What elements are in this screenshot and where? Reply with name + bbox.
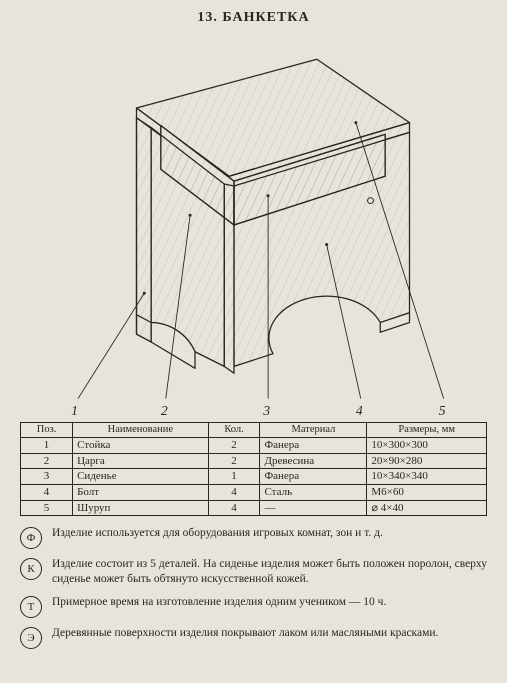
table-cell: Сиденье xyxy=(73,469,209,485)
table-cell: Древесина xyxy=(260,453,367,469)
note-text: Деревянные поверхности изделия покрывают… xyxy=(52,626,487,641)
parts-table: Поз. Наименование Кол. Материал Размеры,… xyxy=(20,422,487,516)
table-cell: Стойка xyxy=(73,438,209,454)
note-text: Изделие состоит из 5 деталей. На сиденье… xyxy=(52,557,487,587)
callout-2: 2 xyxy=(161,403,168,418)
table-cell: 1 xyxy=(208,469,260,485)
table-row: 3Сиденье1Фанера10×340×340 xyxy=(21,469,487,485)
table-row: 2Царга2Древесина20×90×280 xyxy=(21,453,487,469)
callout-4: 4 xyxy=(356,403,363,418)
table-cell: 10×300×300 xyxy=(367,438,487,454)
table-cell: Царга xyxy=(73,453,209,469)
table-cell: 5 xyxy=(21,500,73,516)
page-title: 13. БАНКЕТКА xyxy=(20,10,487,26)
table-cell: 4 xyxy=(21,484,73,500)
table-cell: 2 xyxy=(21,453,73,469)
table-cell: 20×90×280 xyxy=(367,453,487,469)
table-cell: 3 xyxy=(21,469,73,485)
callout-5: 5 xyxy=(439,403,446,418)
table-row: 1Стойка2Фанера10×300×300 xyxy=(21,438,487,454)
note-row: Ф Изделие используется для оборудования и… xyxy=(20,526,487,549)
table-cell: 10×340×340 xyxy=(367,469,487,485)
table-cell: М6×60 xyxy=(367,484,487,500)
note-marker: К xyxy=(20,558,42,580)
th-qty: Кол. xyxy=(208,423,260,438)
table-cell: 2 xyxy=(208,438,260,454)
table-cell: ⌀ 4×40 xyxy=(367,500,487,516)
note-row: Э Деревянные поверхности изделия покрываю… xyxy=(20,626,487,649)
table-cell: Фанера xyxy=(260,469,367,485)
th-mat: Материал xyxy=(260,423,367,438)
table-cell: Фанера xyxy=(260,438,367,454)
th-size: Размеры, мм xyxy=(367,423,487,438)
table-header-row: Поз. Наименование Кол. Материал Размеры,… xyxy=(21,423,487,438)
th-pos: Поз. xyxy=(21,423,73,438)
table-row: 5Шуруп4—⌀ 4×40 xyxy=(21,500,487,516)
note-marker: Э xyxy=(20,627,42,649)
note-text: Изделие используется для оборудования иг… xyxy=(52,526,487,541)
note-text: Примерное время на изготовление изделия … xyxy=(52,595,487,610)
note-row: К Изделие состоит из 5 деталей. На сидень… xyxy=(20,557,487,587)
note-marker: Ф xyxy=(20,527,42,549)
table-cell: 2 xyxy=(208,453,260,469)
table-cell: 4 xyxy=(208,484,260,500)
note-marker: Т xyxy=(20,596,42,618)
table-cell: 1 xyxy=(21,438,73,454)
table-cell: Шуруп xyxy=(73,500,209,516)
table-row: 4Болт4СтальМ6×60 xyxy=(21,484,487,500)
note-row: Т Примерное время на изготовление изделия… xyxy=(20,595,487,618)
callout-3: 3 xyxy=(262,403,270,418)
table-cell: Сталь xyxy=(260,484,367,500)
table-cell: — xyxy=(260,500,367,516)
table-cell: Болт xyxy=(73,484,209,500)
notes-block: Ф Изделие используется для оборудования и… xyxy=(20,526,487,649)
stool-drawing: 1 2 3 4 5 xyxy=(20,30,487,420)
callout-1: 1 xyxy=(71,403,78,418)
th-name: Наименование xyxy=(73,423,209,438)
table-cell: 4 xyxy=(208,500,260,516)
